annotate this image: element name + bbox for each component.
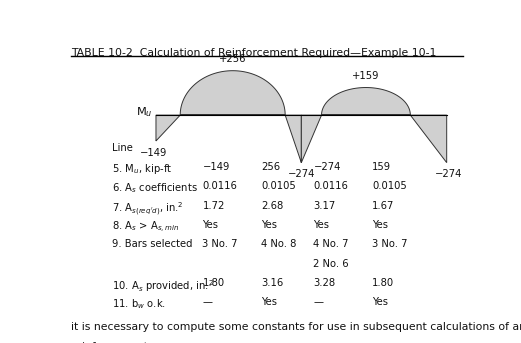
Text: Yes: Yes [261, 220, 277, 230]
Text: 1.72: 1.72 [203, 201, 225, 211]
Text: +159: +159 [352, 71, 380, 81]
Text: 4 No. 7: 4 No. 7 [314, 239, 349, 249]
Text: +256: +256 [219, 54, 246, 64]
Text: TABLE 10-2  Calculation of Reinforcement Required—Example 10-1: TABLE 10-2 Calculation of Reinforcement … [71, 48, 437, 58]
Text: —: — [203, 297, 213, 307]
Polygon shape [411, 115, 446, 163]
Text: 9. Bars selected: 9. Bars selected [111, 239, 192, 249]
Text: 3.16: 3.16 [261, 278, 283, 288]
Text: 2.68: 2.68 [261, 201, 283, 211]
Polygon shape [285, 115, 301, 163]
Text: 8. A$_s$ > A$_{s,min}$: 8. A$_s$ > A$_{s,min}$ [111, 220, 179, 235]
Text: 0.0116: 0.0116 [314, 181, 349, 191]
Text: 10. A$_s$ provided, in.$^2$: 10. A$_s$ provided, in.$^2$ [111, 278, 213, 294]
Text: Yes: Yes [372, 220, 388, 230]
Polygon shape [156, 115, 180, 141]
Text: 0.0105: 0.0105 [261, 181, 296, 191]
Text: 11. b$_w$ o.k.: 11. b$_w$ o.k. [111, 297, 166, 311]
Text: 3.28: 3.28 [314, 278, 336, 288]
Text: −274: −274 [288, 169, 315, 179]
Polygon shape [301, 115, 321, 163]
Text: 0.0105: 0.0105 [372, 181, 407, 191]
Text: Yes: Yes [314, 220, 329, 230]
Text: M$_u$: M$_u$ [136, 106, 153, 119]
Text: Yes: Yes [203, 220, 218, 230]
Text: reinforcement.: reinforcement. [71, 342, 152, 343]
Text: 0.0116: 0.0116 [203, 181, 237, 191]
Text: —: — [314, 297, 324, 307]
Text: 1.80: 1.80 [372, 278, 394, 288]
Text: 1.67: 1.67 [372, 201, 394, 211]
Text: Yes: Yes [372, 297, 388, 307]
Text: it is necessary to compute some constants for use in subsequent calculations of : it is necessary to compute some constant… [71, 322, 521, 332]
Text: Line: Line [111, 143, 132, 153]
Text: 6. A$_s$ coefficients: 6. A$_s$ coefficients [111, 181, 197, 195]
Text: −149: −149 [203, 162, 230, 172]
Text: 7. A$_{s(req'd)}$, in.$^2$: 7. A$_{s(req'd)}$, in.$^2$ [111, 201, 183, 218]
Text: Yes: Yes [261, 297, 277, 307]
Text: 3.17: 3.17 [314, 201, 336, 211]
Text: −274: −274 [314, 162, 341, 172]
Text: −274: −274 [435, 169, 463, 179]
Polygon shape [180, 71, 285, 115]
Text: 256: 256 [261, 162, 280, 172]
Text: 3 No. 7: 3 No. 7 [203, 239, 238, 249]
Text: 1.80: 1.80 [203, 278, 225, 288]
Text: 2 No. 6: 2 No. 6 [314, 259, 349, 269]
Text: −149: −149 [140, 147, 168, 157]
Polygon shape [321, 87, 411, 115]
Text: 159: 159 [372, 162, 391, 172]
Text: 5. M$_u$, kip-ft: 5. M$_u$, kip-ft [111, 162, 172, 176]
Text: 4 No. 8: 4 No. 8 [261, 239, 296, 249]
Text: 3 No. 7: 3 No. 7 [372, 239, 407, 249]
